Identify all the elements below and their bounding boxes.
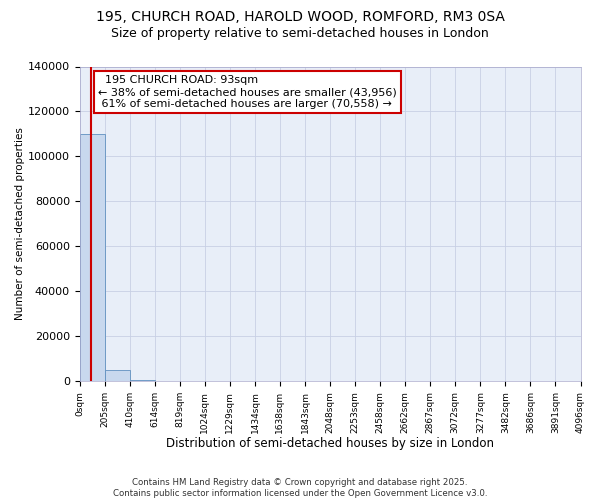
Bar xyxy=(104,370,130,381)
Bar xyxy=(130,380,155,381)
Text: Contains HM Land Registry data © Crown copyright and database right 2025.
Contai: Contains HM Land Registry data © Crown c… xyxy=(113,478,487,498)
Text: Size of property relative to semi-detached houses in London: Size of property relative to semi-detach… xyxy=(111,28,489,40)
Text: 195, CHURCH ROAD, HAROLD WOOD, ROMFORD, RM3 0SA: 195, CHURCH ROAD, HAROLD WOOD, ROMFORD, … xyxy=(95,10,505,24)
Bar xyxy=(80,134,104,381)
X-axis label: Distribution of semi-detached houses by size in London: Distribution of semi-detached houses by … xyxy=(166,437,494,450)
Y-axis label: Number of semi-detached properties: Number of semi-detached properties xyxy=(15,128,25,320)
Text: 195 CHURCH ROAD: 93sqm
← 38% of semi-detached houses are smaller (43,956)
 61% o: 195 CHURCH ROAD: 93sqm ← 38% of semi-det… xyxy=(98,76,397,108)
